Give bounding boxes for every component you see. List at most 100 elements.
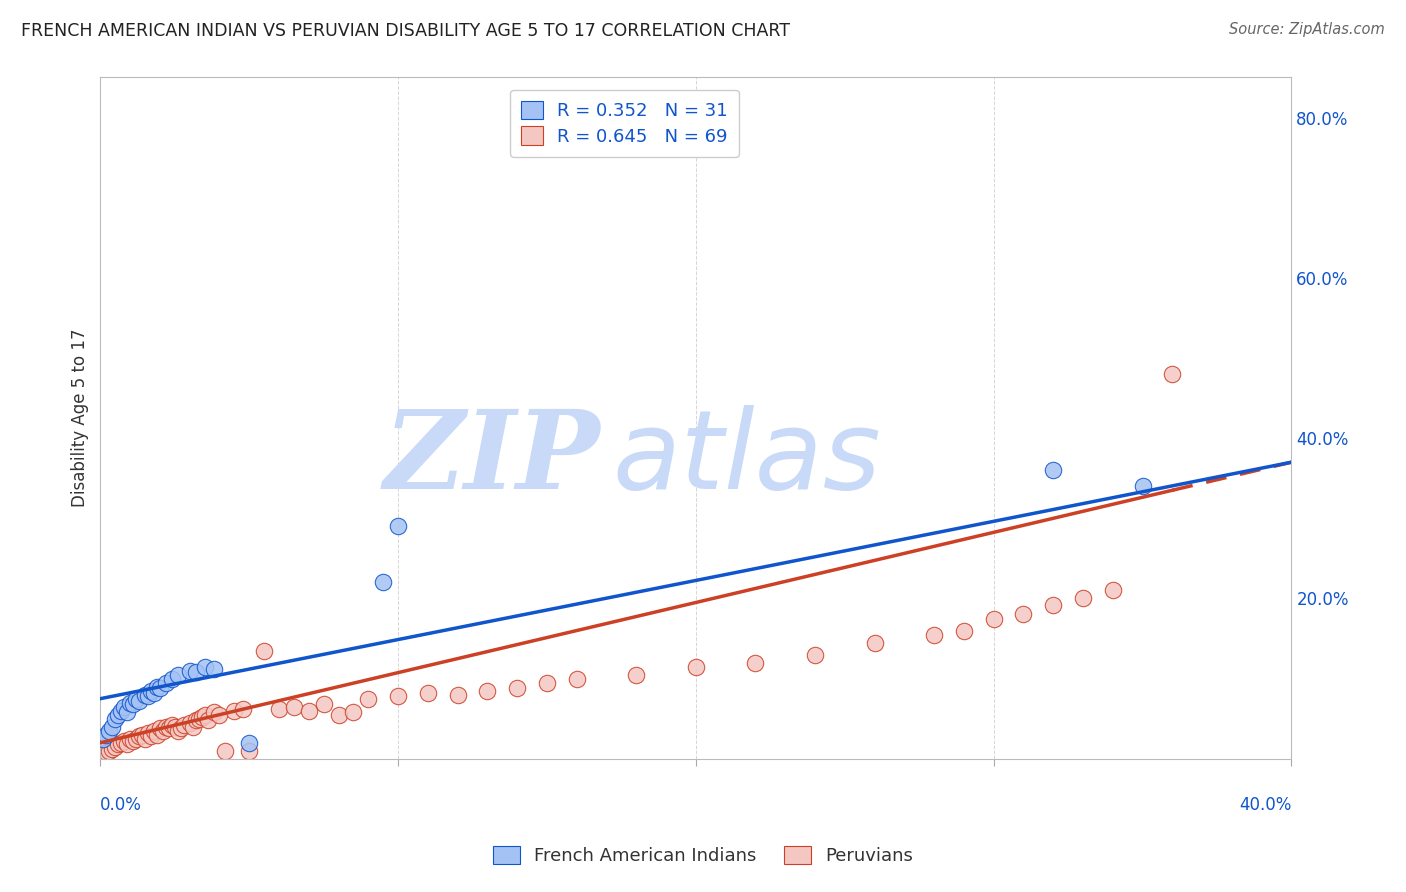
Legend: R = 0.352   N = 31, R = 0.645   N = 69: R = 0.352 N = 31, R = 0.645 N = 69 bbox=[510, 90, 738, 157]
Point bbox=[152, 723, 174, 738]
Point bbox=[387, 519, 409, 533]
Point bbox=[120, 696, 142, 710]
Point bbox=[101, 742, 124, 756]
Point bbox=[1042, 463, 1064, 477]
Point bbox=[125, 731, 148, 746]
Point bbox=[98, 723, 121, 738]
Point bbox=[128, 729, 150, 743]
Point bbox=[357, 691, 380, 706]
Point bbox=[110, 704, 132, 718]
Point bbox=[96, 745, 118, 759]
Point bbox=[232, 702, 254, 716]
Point bbox=[166, 723, 188, 738]
Point bbox=[202, 706, 225, 720]
Point bbox=[184, 714, 207, 728]
Point bbox=[1042, 598, 1064, 612]
Point bbox=[134, 688, 156, 702]
Point bbox=[238, 736, 260, 750]
Point bbox=[1071, 591, 1094, 606]
Point bbox=[139, 729, 162, 743]
Point bbox=[194, 707, 217, 722]
Point bbox=[506, 681, 529, 696]
Point bbox=[125, 691, 148, 706]
Point bbox=[110, 736, 132, 750]
Point bbox=[1012, 607, 1035, 622]
Point bbox=[202, 662, 225, 676]
Y-axis label: Disability Age 5 to 17: Disability Age 5 to 17 bbox=[72, 329, 89, 508]
Point bbox=[155, 720, 177, 734]
Point bbox=[115, 737, 138, 751]
Point bbox=[149, 681, 172, 696]
Point bbox=[197, 714, 219, 728]
Point bbox=[122, 734, 145, 748]
Point bbox=[1132, 479, 1154, 493]
Text: atlas: atlas bbox=[613, 406, 882, 513]
Point bbox=[1161, 367, 1184, 381]
Point bbox=[208, 707, 231, 722]
Point bbox=[477, 683, 499, 698]
Point bbox=[863, 635, 886, 649]
Point bbox=[146, 680, 169, 694]
Point bbox=[136, 726, 159, 740]
Point bbox=[181, 720, 204, 734]
Point bbox=[107, 737, 129, 751]
Point bbox=[179, 715, 201, 730]
Point bbox=[626, 667, 648, 681]
Point bbox=[184, 665, 207, 680]
Point bbox=[173, 718, 195, 732]
Point bbox=[166, 667, 188, 681]
Text: FRENCH AMERICAN INDIAN VS PERUVIAN DISABILITY AGE 5 TO 17 CORRELATION CHART: FRENCH AMERICAN INDIAN VS PERUVIAN DISAB… bbox=[21, 22, 790, 40]
Point bbox=[253, 643, 276, 657]
Point bbox=[142, 723, 165, 738]
Point bbox=[131, 728, 153, 742]
Point bbox=[149, 722, 172, 736]
Point bbox=[160, 718, 183, 732]
Point bbox=[685, 659, 707, 673]
Point bbox=[107, 707, 129, 722]
Point bbox=[953, 624, 976, 638]
Text: 40.0%: 40.0% bbox=[1239, 797, 1292, 814]
Point bbox=[155, 675, 177, 690]
Point bbox=[565, 672, 588, 686]
Point bbox=[283, 699, 305, 714]
Point bbox=[139, 683, 162, 698]
Point bbox=[122, 698, 145, 712]
Point bbox=[214, 744, 236, 758]
Point bbox=[312, 698, 335, 712]
Point bbox=[387, 690, 409, 704]
Legend: French American Indians, Peruvians: French American Indians, Peruvians bbox=[484, 837, 922, 874]
Point bbox=[104, 712, 127, 726]
Point bbox=[98, 744, 121, 758]
Point bbox=[342, 706, 364, 720]
Point bbox=[194, 659, 217, 673]
Point bbox=[238, 744, 260, 758]
Point bbox=[267, 702, 290, 716]
Point bbox=[187, 712, 209, 726]
Point bbox=[804, 648, 827, 662]
Point bbox=[373, 575, 395, 590]
Point bbox=[163, 720, 186, 734]
Text: 0.0%: 0.0% bbox=[100, 797, 142, 814]
Text: ZIP: ZIP bbox=[384, 405, 600, 513]
Point bbox=[416, 686, 439, 700]
Point bbox=[134, 731, 156, 746]
Point bbox=[190, 710, 212, 724]
Point bbox=[104, 739, 127, 754]
Point bbox=[115, 706, 138, 720]
Point bbox=[224, 704, 246, 718]
Point bbox=[536, 675, 558, 690]
Point bbox=[447, 688, 470, 702]
Point bbox=[146, 728, 169, 742]
Point bbox=[170, 722, 193, 736]
Point bbox=[136, 690, 159, 704]
Point bbox=[1101, 583, 1123, 598]
Point bbox=[744, 656, 766, 670]
Text: Source: ZipAtlas.com: Source: ZipAtlas.com bbox=[1229, 22, 1385, 37]
Point bbox=[91, 747, 114, 762]
Point bbox=[112, 734, 135, 748]
Point bbox=[112, 699, 135, 714]
Point bbox=[142, 686, 165, 700]
Point bbox=[96, 728, 118, 742]
Point bbox=[91, 731, 114, 746]
Point bbox=[160, 672, 183, 686]
